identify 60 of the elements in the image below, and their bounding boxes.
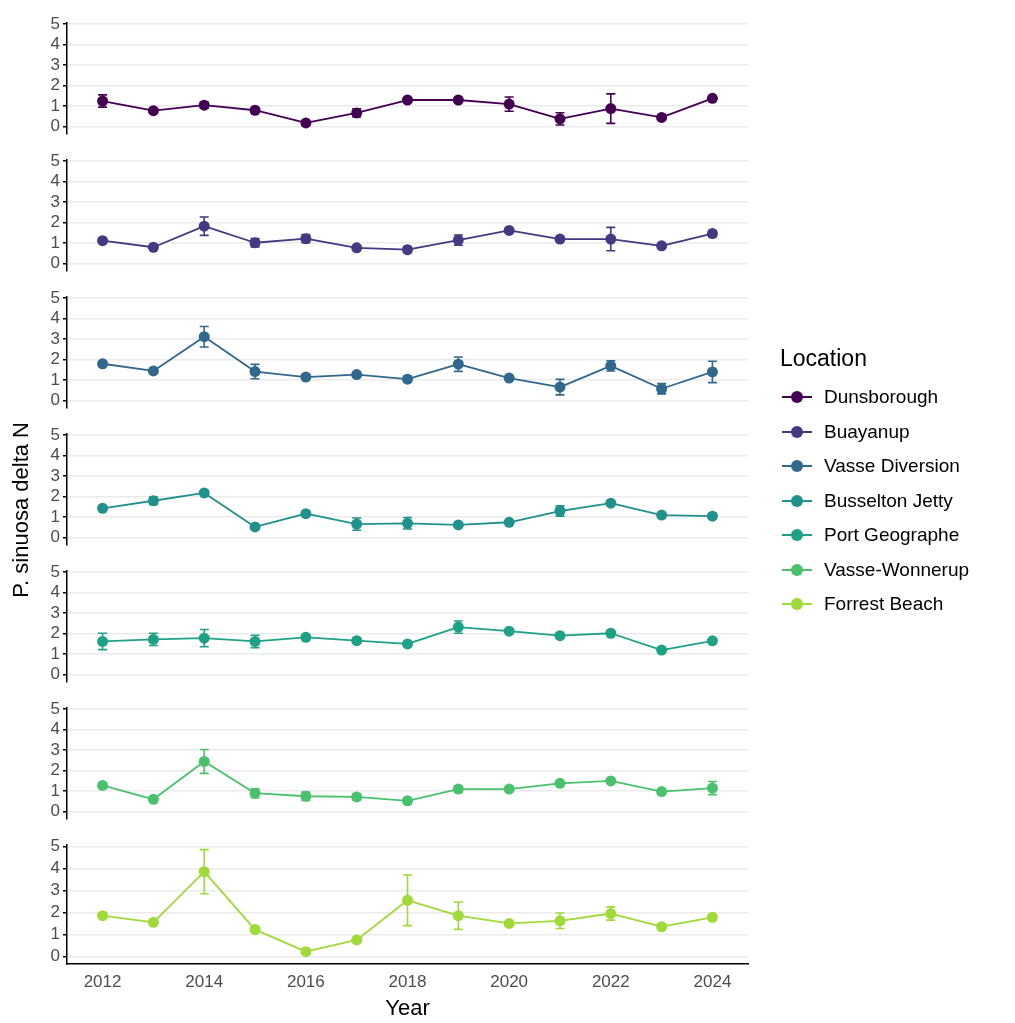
y-tick-label: 0 <box>50 801 60 821</box>
y-tick-label: 3 <box>50 328 60 348</box>
legend-title: Location <box>780 345 868 372</box>
y-tick-label: 4 <box>50 858 60 878</box>
y-tick-label: 0 <box>50 390 60 410</box>
x-tick-label: 2014 <box>185 972 224 992</box>
y-tick-label: 0 <box>50 664 60 684</box>
point <box>97 635 109 647</box>
x-tick-label: 2016 <box>286 972 325 992</box>
y-tick-label: 2 <box>50 349 60 369</box>
y-tick-label: 1 <box>50 232 60 252</box>
y-tick-label: 3 <box>50 54 60 74</box>
y-tick-label: 0 <box>50 946 60 966</box>
y-tick-label: 4 <box>50 582 60 602</box>
y-tick-label: 5 <box>50 150 60 170</box>
y-tick-label: 2 <box>50 760 60 780</box>
y-tick-label: 3 <box>50 465 60 485</box>
legend-label: Vasse-Wonnerup <box>824 558 970 581</box>
y-tick-label: 2 <box>50 212 60 232</box>
y-tick-label: 5 <box>50 561 60 581</box>
legend-label: Buayanup <box>824 420 910 443</box>
y-tick-label: 0 <box>50 116 60 136</box>
legend-label: Vasse Diversion <box>824 455 960 478</box>
legend-label: Port Geographe <box>824 524 960 547</box>
y-tick-label: 4 <box>50 719 60 739</box>
y-tick-label: 1 <box>50 95 60 115</box>
legend-label: Dunsborough <box>824 386 939 409</box>
y-tick-label: 5 <box>50 424 60 444</box>
y-tick-label: 2 <box>50 623 60 643</box>
y-tick-label: 1 <box>50 924 60 944</box>
y-tick-label: 0 <box>50 253 60 273</box>
x-tick-label: 2020 <box>490 972 529 992</box>
x-tick-label: 2022 <box>591 972 630 992</box>
y-tick-label: 0 <box>50 527 60 547</box>
y-axis-title: P. sinuosa delta N <box>8 421 34 598</box>
x-axis-title: Year <box>385 994 430 1020</box>
y-tick-label: 3 <box>50 739 60 759</box>
y-tick-label: 1 <box>50 506 60 526</box>
x-tick-label: 2024 <box>693 972 732 992</box>
y-tick-label: 1 <box>50 369 60 389</box>
x-tick-label: 2012 <box>83 972 122 992</box>
y-tick-label: 2 <box>50 902 60 922</box>
y-tick-label: 5 <box>50 13 60 33</box>
y-tick-label: 3 <box>50 191 60 211</box>
y-tick-label: 4 <box>50 34 60 54</box>
legend-label: Busselton Jetty <box>824 489 953 512</box>
y-tick-label: 5 <box>50 698 60 718</box>
y-tick-label: 5 <box>50 287 60 307</box>
y-tick-label: 2 <box>50 75 60 95</box>
legend-label: Forrest Beach <box>824 593 944 616</box>
y-tick-label: 5 <box>50 835 60 855</box>
y-tick-label: 1 <box>50 643 60 663</box>
x-tick-label: 2018 <box>388 972 427 992</box>
y-tick-label: 3 <box>50 880 60 900</box>
y-tick-label: 4 <box>50 171 60 191</box>
y-tick-label: 1 <box>50 780 60 800</box>
y-tick-label: 2 <box>50 486 60 506</box>
y-tick-label: 4 <box>50 308 60 328</box>
y-tick-label: 3 <box>50 602 60 622</box>
y-tick-label: 4 <box>50 445 60 465</box>
